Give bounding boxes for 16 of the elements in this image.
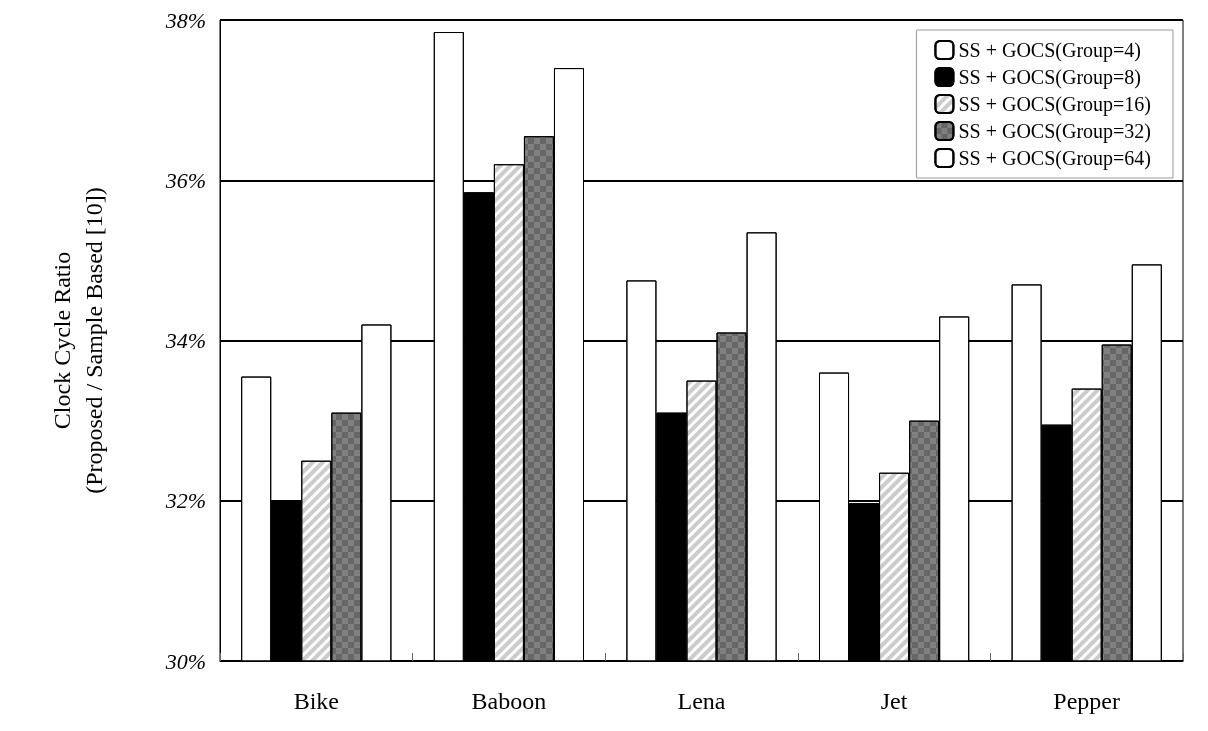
y-tick-label: 32%: [164, 488, 206, 514]
y-tick-label: 36%: [164, 167, 206, 193]
x-tick-label: Lena: [677, 688, 726, 714]
y-tick-label: 34%: [164, 328, 206, 353]
legend-label: SS + GOCS(Group=32): [958, 120, 1151, 143]
y-tick-label: 38%: [164, 7, 206, 33]
legend-label: SS + GOCS(Group=4): [958, 39, 1141, 62]
x-tick-label: Pepper: [1053, 688, 1121, 714]
y-tick-label: 30%: [164, 648, 206, 674]
legend-label: SS + GOCS(Group=16): [958, 93, 1151, 116]
legend-label: SS + GOCS(Group=8): [958, 66, 1141, 89]
legend-label: SS + GOCS(Group=64): [958, 147, 1151, 170]
x-tick-label: Jet: [880, 688, 908, 714]
x-tick-label: Baboon: [471, 688, 547, 714]
x-tick-label: Bike: [293, 688, 339, 714]
y-axis-title: Clock Cycle Ratio (Proposed / Sample Based [10]): [49, 187, 107, 494]
